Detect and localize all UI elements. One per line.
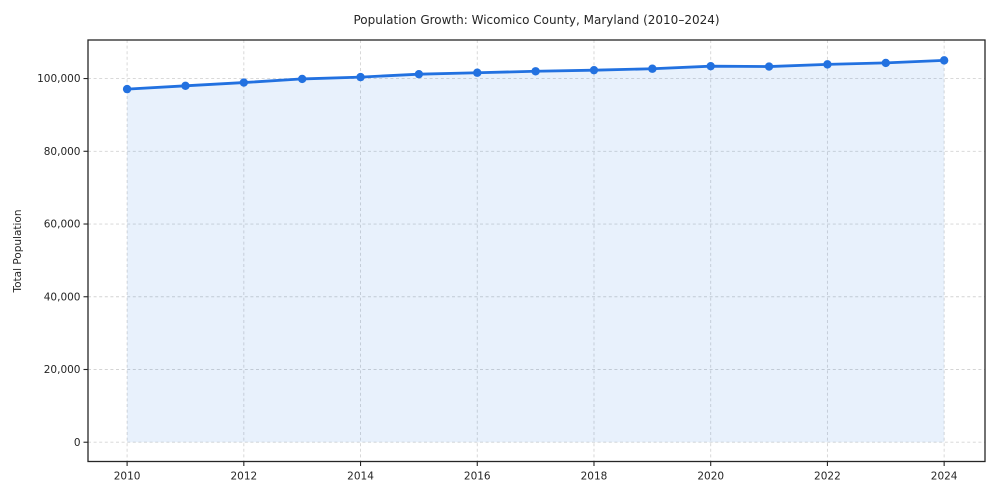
- grid-lines: [88, 40, 985, 462]
- data-point: [531, 67, 540, 76]
- data-point: [764, 62, 774, 71]
- data-point: [589, 65, 599, 75]
- data-point: [881, 58, 890, 68]
- data-point: [939, 56, 949, 65]
- chart-title: Population Growth: Wicomico County, Mary…: [353, 13, 720, 27]
- data-point: [823, 60, 832, 69]
- x-tick-label: 2012: [230, 471, 257, 483]
- data-point: [648, 64, 657, 73]
- x-tick-label: 2018: [581, 471, 608, 483]
- data-point: [239, 78, 249, 87]
- y-tick-label: 100,000: [37, 73, 80, 85]
- plot-border: [87, 39, 986, 463]
- area-fill: [127, 60, 945, 443]
- axis-ticks: [83, 77, 945, 466]
- y-tick-label: 60,000: [44, 219, 81, 231]
- data-point: [706, 61, 715, 71]
- data-point: [181, 81, 190, 91]
- x-tick-label: 2024: [931, 471, 958, 483]
- data-point: [414, 69, 424, 79]
- data-point: [356, 72, 365, 82]
- x-tick-label: 2014: [347, 471, 374, 483]
- data-points: [122, 56, 949, 94]
- data-point: [122, 84, 132, 94]
- y-tick-label: 20,000: [44, 364, 81, 376]
- data-point: [297, 74, 307, 84]
- y-tick-label: 80,000: [44, 146, 81, 158]
- x-tick-label: 2010: [114, 471, 141, 483]
- data-point: [473, 68, 482, 77]
- x-tick-label: 2020: [697, 471, 724, 483]
- y-tick-label: 40,000: [44, 291, 81, 303]
- y-tick-label: 0: [74, 437, 81, 449]
- x-tick-label: 2016: [464, 471, 491, 483]
- x-tick-label: 2022: [814, 471, 841, 483]
